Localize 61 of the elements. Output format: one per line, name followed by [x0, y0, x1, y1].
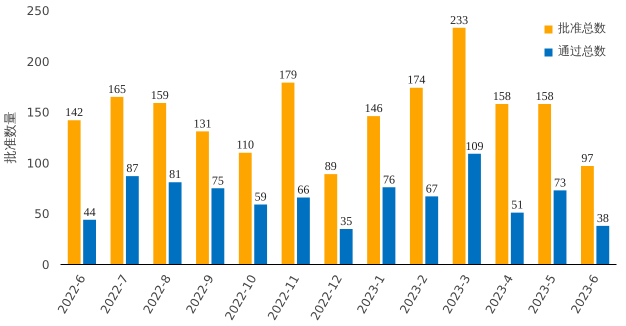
data-label: 142 — [65, 105, 84, 120]
data-label: 146 — [364, 101, 383, 116]
y-tick-label: 250 — [26, 4, 50, 18]
legend-label: 通过总数 — [558, 43, 606, 60]
bar — [126, 176, 139, 264]
data-label: 76 — [382, 172, 395, 186]
bar — [495, 104, 508, 264]
data-label: 38 — [596, 210, 609, 225]
data-label: 89 — [324, 159, 337, 174]
bar — [382, 187, 396, 264]
bar — [554, 190, 566, 264]
data-label: 165 — [108, 82, 126, 96]
data-label: 110 — [236, 138, 254, 152]
bar — [324, 174, 338, 264]
bar — [468, 154, 481, 264]
bar — [538, 104, 552, 264]
data-label: 51 — [511, 198, 524, 212]
data-label: 233 — [450, 12, 468, 27]
bar — [297, 197, 310, 264]
bar — [367, 116, 380, 264]
y-axis-title: 批准数量 — [4, 112, 19, 164]
bar — [596, 226, 610, 264]
bar — [110, 96, 124, 264]
bar — [410, 88, 423, 264]
bar — [282, 82, 294, 264]
bar — [211, 188, 224, 264]
bar — [83, 220, 96, 264]
data-label: 73 — [554, 175, 566, 190]
y-tick-label: 200 — [26, 54, 50, 69]
data-label: 44 — [84, 204, 96, 219]
data-label: 75 — [212, 173, 224, 188]
bar — [68, 120, 81, 264]
data-label: 159 — [150, 88, 169, 102]
bar — [340, 228, 353, 264]
bar — [168, 182, 182, 264]
data-label: 81 — [169, 167, 182, 182]
y-tick-label: 100 — [26, 156, 50, 170]
y-tick-label: 150 — [26, 106, 50, 120]
bar — [254, 204, 268, 264]
bar — [581, 166, 594, 264]
data-label: 87 — [126, 161, 138, 176]
bar — [238, 152, 252, 264]
data-label: 35 — [340, 214, 352, 228]
legend-label: 批准总数 — [558, 20, 606, 37]
bar — [425, 196, 438, 264]
data-label: 67 — [426, 181, 438, 196]
data-label: 158 — [536, 88, 554, 103]
bar — [196, 131, 209, 264]
data-label: 174 — [407, 72, 426, 87]
data-label: 179 — [279, 68, 298, 82]
data-label: 109 — [466, 138, 484, 153]
data-label: 66 — [297, 182, 310, 196]
data-label: 59 — [254, 190, 267, 204]
data-label: 131 — [193, 116, 212, 130]
data-label: 158 — [492, 88, 511, 103]
bar — [452, 28, 466, 264]
bar — [510, 212, 524, 264]
data-label: 97 — [581, 150, 594, 165]
y-tick-label: 0 — [42, 258, 50, 272]
bar — [153, 102, 166, 264]
y-tick-label: 50 — [34, 207, 50, 222]
